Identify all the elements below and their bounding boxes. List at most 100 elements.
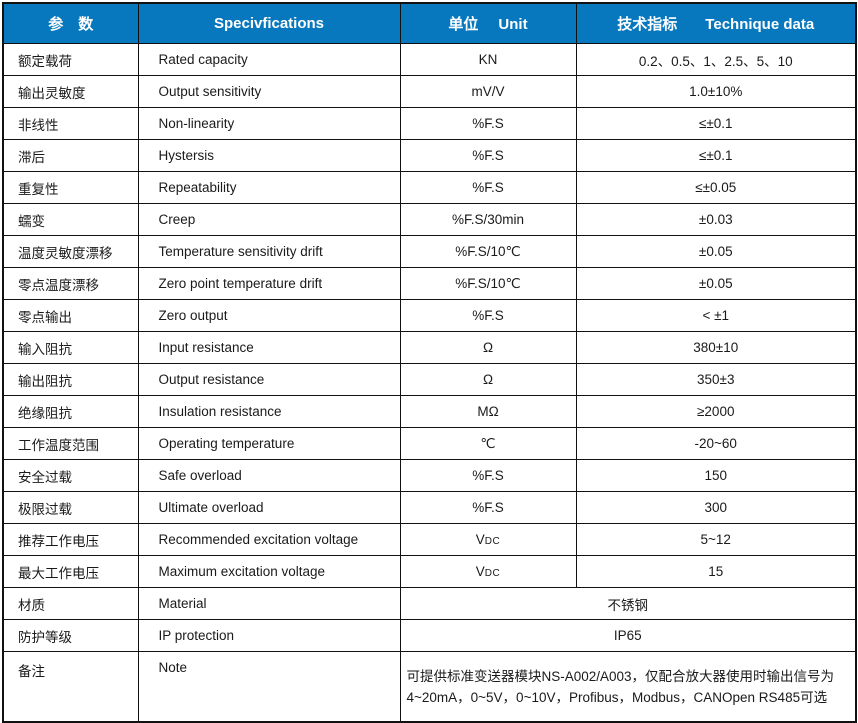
param-cell: 输入阻抗 (2, 331, 139, 364)
header-unit-en: Unit (498, 16, 528, 33)
spec-cell: Zero point temperature drift (137, 267, 401, 300)
spec-cell: Ultimate overload (137, 491, 401, 524)
spec-cell: Non-linearity (137, 107, 401, 140)
unit-cell: Ω (399, 331, 577, 364)
param-cell: 推荐工作电压 (2, 523, 139, 556)
unit-cell: %F.S (399, 299, 577, 332)
unit-cell: VDC (399, 555, 577, 588)
unit-cell: VDC (399, 523, 577, 556)
value-cell: ±0.05 (575, 235, 857, 268)
header-spec-label: Specivfications (213, 15, 325, 32)
value-cell: < ±1 (575, 299, 857, 332)
param-cell: 滞后 (2, 139, 139, 172)
spec-cell: Output sensitivity (137, 75, 401, 108)
unit-main: V (475, 564, 485, 579)
spec-cell: Output resistance (137, 363, 401, 396)
param-cell: 重复性 (2, 171, 139, 204)
merged-value-cell: IP65 (399, 619, 857, 652)
merged-value-cell: 不锈钢 (399, 587, 857, 620)
value-cell: ≤±0.1 (575, 107, 857, 140)
header-data-en: Technique data (705, 16, 815, 33)
header-technique-data: 技术指标 Technique data (575, 2, 857, 44)
spec-cell: Creep (137, 203, 401, 236)
unit-subscript: DC (484, 536, 501, 547)
param-cell: 防护等级 (2, 619, 139, 652)
unit-main: V (475, 532, 485, 547)
value-cell: 0.2、0.5、1、2.5、5、10 (575, 43, 857, 76)
unit-cell: %F.S (399, 139, 577, 172)
param-cell: 最大工作电压 (2, 555, 139, 588)
spec-cell: Repeatability (137, 171, 401, 204)
param-cell: 温度灵敏度漂移 (2, 235, 139, 268)
header-param: 参 数 (2, 2, 139, 44)
table-row: 最大工作电压 Maximum excitation voltage VDC 15 (2, 555, 857, 588)
unit-cell: %F.S/10℃ (399, 235, 577, 268)
table-row: 温度灵敏度漂移 Temperature sensitivity drift %F… (2, 235, 857, 268)
header-unit-zh: 单位 (448, 16, 479, 33)
value-cell: ±0.03 (575, 203, 857, 236)
unit-cell: %F.S (399, 171, 577, 204)
param-cell: 材质 (2, 587, 139, 620)
spec-cell: Operating temperature (137, 427, 401, 460)
table-row: 滞后 Hystersis %F.S ≤±0.1 (2, 139, 857, 172)
param-cell: 零点温度漂移 (2, 267, 139, 300)
table-header-row: 参 数 Specivfications 单位 Unit 技术指标 Technique… (2, 2, 857, 44)
table-row: 推荐工作电压 Recommended excitation voltage VD… (2, 523, 857, 556)
table-row: 输出灵敏度 Output sensitivity mV/V 1.0±10% (2, 75, 857, 108)
value-cell: 350±3 (575, 363, 857, 396)
unit-cell: ℃ (399, 427, 577, 460)
table-row: 重复性 Repeatability %F.S ≤±0.05 (2, 171, 857, 204)
value-cell: 150 (575, 459, 857, 492)
spec-cell: Input resistance (137, 331, 401, 364)
param-cell: 安全过载 (2, 459, 139, 492)
value-cell: ≤±0.1 (575, 139, 857, 172)
table-row: 非线性 Non-linearity %F.S ≤±0.1 (2, 107, 857, 140)
value-cell: 380±10 (575, 331, 857, 364)
param-cell: 零点输出 (2, 299, 139, 332)
param-cell: 极限过载 (2, 491, 139, 524)
note-line-1: 可提供标准变送器模块NS-A002/A003，仅配合放大器使用时输出信号为 (406, 668, 835, 684)
param-cell: 额定载荷 (2, 43, 139, 76)
spec-cell: Hystersis (137, 139, 401, 172)
table-row: 输入阻抗 Input resistance Ω 380±10 (2, 331, 857, 364)
spec-cell: Insulation resistance (137, 395, 401, 428)
unit-cell: KN (399, 43, 577, 76)
param-cell: 输出阻抗 (2, 363, 139, 396)
header-unit: 单位 Unit (399, 2, 577, 44)
header-data-zh: 技术指标 (617, 16, 678, 33)
note-text-cell: 可提供标准变送器模块NS-A002/A003，仅配合放大器使用时输出信号为 4~… (399, 651, 857, 723)
note-line-2: 4~20mA，0~5V，0~10V，Profibus，Modbus，CANOpe… (406, 689, 828, 705)
value-cell: 300 (575, 491, 857, 524)
spec-cell: Recommended excitation voltage (137, 523, 401, 556)
spec-cell: Temperature sensitivity drift (137, 235, 401, 268)
value-cell: ≥2000 (575, 395, 857, 428)
unit-cell: Ω (399, 363, 577, 396)
unit-cell: %F.S/30min (399, 203, 577, 236)
table-row: 蠕变 Creep %F.S/30min ±0.03 (2, 203, 857, 236)
unit-cell: mV/V (399, 75, 577, 108)
unit-cell: %F.S (399, 107, 577, 140)
value-cell: 1.0±10% (575, 75, 857, 108)
table-row: 极限过载 Ultimate overload %F.S 300 (2, 491, 857, 524)
table-row: 绝缘阻抗 Insulation resistance MΩ ≥2000 (2, 395, 857, 428)
spec-cell: Maximum excitation voltage (137, 555, 401, 588)
unit-cell: %F.S (399, 491, 577, 524)
table-row: 额定载荷 Rated capacity KN 0.2、0.5、1、2.5、5、1… (2, 43, 857, 76)
unit-cell: MΩ (399, 395, 577, 428)
table-row: 安全过载 Safe overload %F.S 150 (2, 459, 857, 492)
value-cell: 5~12 (575, 523, 857, 556)
table-row: 零点输出 Zero output %F.S < ±1 (2, 299, 857, 332)
param-cell: 输出灵敏度 (2, 75, 139, 108)
spec-cell: Note (137, 651, 401, 723)
value-cell: ±0.05 (575, 267, 857, 300)
table-row-ip-protection: 防护等级 IP protection IP65 (2, 619, 857, 652)
value-cell: ≤±0.05 (575, 171, 857, 204)
spec-cell: IP protection (137, 619, 401, 652)
value-cell: -20~60 (575, 427, 857, 460)
spec-cell: Material (137, 587, 401, 620)
param-cell: 绝缘阻抗 (2, 395, 139, 428)
unit-cell: %F.S (399, 459, 577, 492)
table-row: 工作温度范围 Operating temperature ℃ -20~60 (2, 427, 857, 460)
spec-cell: Zero output (137, 299, 401, 332)
